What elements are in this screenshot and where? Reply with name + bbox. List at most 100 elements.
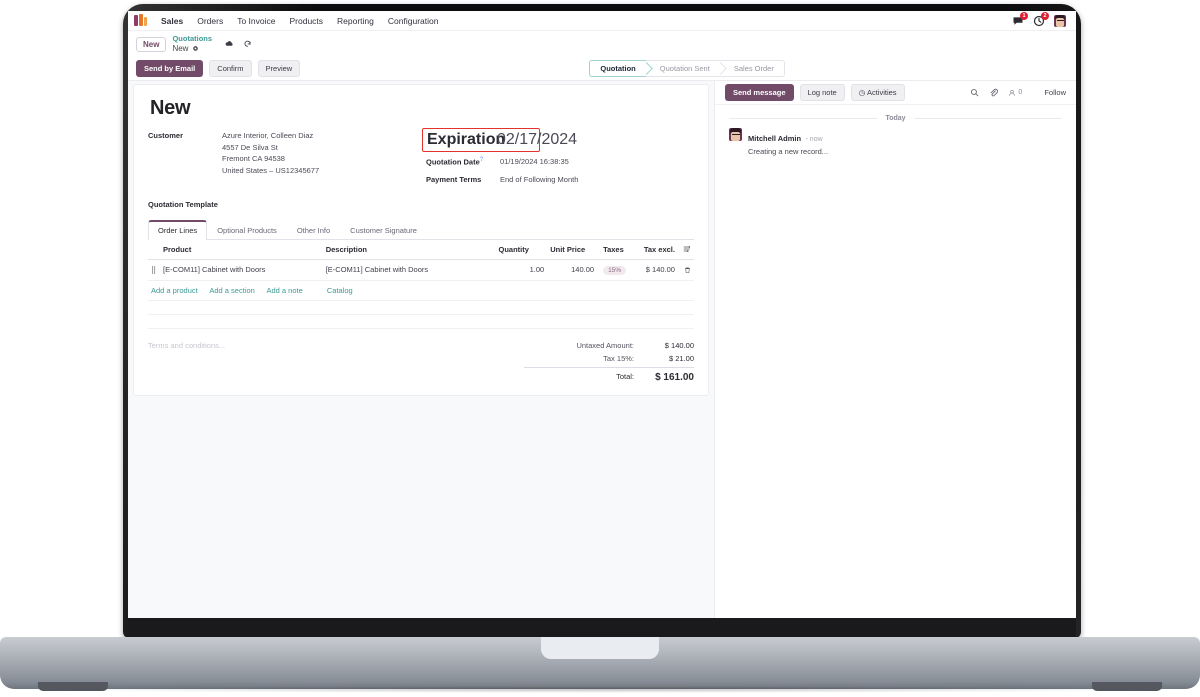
breadcrumb-actions xyxy=(225,39,252,49)
catalog-link[interactable]: Catalog xyxy=(326,285,353,295)
add-line-cell: Add a product Add a section Add a note C… xyxy=(148,280,694,301)
odoo-logo-icon[interactable] xyxy=(134,14,147,27)
discard-undo-icon[interactable] xyxy=(243,39,252,48)
save-cloud-icon[interactable] xyxy=(225,39,234,48)
new-record-button[interactable]: New xyxy=(136,36,167,52)
laptop-lid-chin xyxy=(128,618,1076,638)
laptop-foot-right xyxy=(1092,682,1162,691)
cell-unit-price[interactable]: 140.00 xyxy=(547,259,598,281)
nav-item-orders[interactable]: Orders xyxy=(197,15,224,26)
chatter-message: Mitchell Admin - now Creating a new reco… xyxy=(715,122,1076,162)
activities-button[interactable]: ◷ Activities xyxy=(850,84,905,101)
activities-icon[interactable]: 2 xyxy=(1033,11,1049,27)
status-quotation-label: Quotation xyxy=(600,64,636,73)
order-lines-header-row: Product Description Quantity Unit Price … xyxy=(148,239,694,260)
add-line-row: Add a product Add a section Add a note C… xyxy=(148,280,694,301)
add-a-product-link[interactable]: Add a product xyxy=(151,285,198,295)
quotation-date-row: Quotation Date? 01/19/2024 16:38:35 xyxy=(426,156,694,168)
tab-other-info[interactable]: Other Info xyxy=(296,225,331,235)
nav-item-to-invoice[interactable]: To Invoice xyxy=(237,15,276,26)
send-message-button[interactable]: Send message xyxy=(725,84,794,101)
followers-control[interactable]: 0 xyxy=(1008,89,1022,97)
cell-description[interactable]: [E-COM11] Cabinet with Doors xyxy=(322,259,496,281)
user-avatar[interactable] xyxy=(1054,14,1066,27)
totals-block: Untaxed Amount: $ 140.00 Tax 15%: $ 21.0… xyxy=(524,339,694,385)
tax-label: Tax 15%: xyxy=(603,353,634,363)
empty-row xyxy=(148,314,694,329)
expiration-label: Expiration xyxy=(427,131,506,148)
chatter-message-time: - now xyxy=(805,136,823,143)
quotation-template-label[interactable]: Quotation Template xyxy=(148,199,218,209)
nav-item-reporting[interactable]: Reporting xyxy=(337,15,374,26)
status-sales-order[interactable]: Sales Order xyxy=(719,60,785,77)
row-drag-handle-icon[interactable]: ⣿ xyxy=(148,259,160,281)
nav-item-products[interactable]: Products xyxy=(289,15,324,26)
payment-terms-label: Payment Terms xyxy=(426,175,482,185)
form-column: New Customer Azure Interior, Colleen Dia… xyxy=(128,81,714,618)
log-note-button[interactable]: Log note xyxy=(799,84,845,101)
chatter-panel: Send message Log note ◷ Activities xyxy=(714,81,1076,618)
cell-taxes[interactable]: 15% xyxy=(597,259,641,281)
status-quotation-sent-label: Quotation Sent xyxy=(659,64,710,73)
confirm-button[interactable]: Confirm xyxy=(209,60,252,77)
table-row[interactable]: ⣿ [E-COM11] Cabinet with Doors [E-COM11]… xyxy=(148,259,694,281)
customer-value[interactable]: Azure Interior, Colleen Diaz 4557 De Sil… xyxy=(222,130,319,177)
navbar-right-group: 1 2 xyxy=(1012,11,1068,27)
messages-badge: 1 xyxy=(1020,11,1028,20)
screen: Sales Orders To Invoice Products Reporti… xyxy=(128,11,1076,618)
expiration-value[interactable]: 02/17/2024 xyxy=(497,131,578,148)
avatar xyxy=(729,128,742,141)
header-unit-price: Unit Price xyxy=(547,239,598,260)
quotation-date-value[interactable]: 01/19/2024 16:38:35 xyxy=(500,157,569,166)
breadcrumb-parent-quotations[interactable]: Quotations xyxy=(172,34,213,44)
activities-button-label: Activities xyxy=(866,88,897,97)
status-quotation[interactable]: Quotation xyxy=(589,60,653,77)
empty-row xyxy=(148,300,694,315)
cell-product[interactable]: [E-COM11] Cabinet with Doors xyxy=(159,259,323,281)
quotation-date-label: Quotation Date? xyxy=(426,156,500,168)
status-quotation-sent[interactable]: Quotation Sent xyxy=(645,60,727,77)
terms-and-conditions-input[interactable]: Terms and conditions... xyxy=(148,340,226,350)
chatter-toolbar: Send message Log note ◷ Activities xyxy=(715,81,1076,105)
nav-item-sales[interactable]: Sales xyxy=(161,15,184,26)
delete-line-icon[interactable] xyxy=(677,259,694,281)
optional-columns-icon[interactable] xyxy=(677,239,694,260)
follow-button[interactable]: Follow xyxy=(1044,88,1066,97)
chatter-message-body: Creating a new record... xyxy=(748,147,829,156)
chatter-message-author: Mitchell Admin xyxy=(748,134,802,143)
header-description: Description xyxy=(322,239,496,260)
settings-gear-icon[interactable] xyxy=(192,45,199,52)
attachment-icon[interactable] xyxy=(989,88,999,97)
send-by-email-button[interactable]: Send by Email xyxy=(136,60,204,77)
info-tooltip-icon[interactable]: ? xyxy=(479,157,484,163)
customer-label: Customer xyxy=(148,131,184,140)
app-navbar: Sales Orders To Invoice Products Reporti… xyxy=(128,11,1076,31)
tab-order-lines[interactable]: Order Lines xyxy=(148,219,208,240)
tab-optional-products[interactable]: Optional Products xyxy=(217,225,277,235)
status-sales-order-label: Sales Order xyxy=(733,64,774,73)
header-quantity: Quantity xyxy=(495,239,548,260)
tab-customer-signature[interactable]: Customer Signature xyxy=(350,225,417,235)
add-a-section-link[interactable]: Add a section xyxy=(209,285,255,295)
cell-quantity[interactable]: 1.00 xyxy=(495,259,548,281)
breadcrumb-current: New xyxy=(172,44,212,53)
nav-item-configuration[interactable]: Configuration xyxy=(387,15,439,26)
header-taxes: Taxes xyxy=(597,239,641,260)
order-lines-table: Product Description Quantity Unit Price … xyxy=(148,239,694,329)
app-body: New Customer Azure Interior, Colleen Dia… xyxy=(128,81,1076,618)
add-a-note-link[interactable]: Add a note xyxy=(266,285,303,295)
payment-terms-value[interactable]: End of Following Month xyxy=(500,175,579,185)
chatter-message-content: Mitchell Admin - now Creating a new reco… xyxy=(748,128,828,156)
header-tax-excl: Tax excl. xyxy=(640,239,678,260)
chatter-icon-group: 0 Follow xyxy=(970,88,1066,97)
laptop-foot-left xyxy=(38,682,108,691)
clock-icon: ◷ xyxy=(858,88,866,97)
activities-badge: 2 xyxy=(1041,11,1049,20)
messages-icon[interactable]: 1 xyxy=(1012,11,1028,27)
preview-button[interactable]: Preview xyxy=(257,60,301,77)
search-icon[interactable] xyxy=(970,88,979,97)
untaxed-amount-value: $ 140.00 xyxy=(664,340,694,350)
notebook: Order Lines Optional Products Other Info… xyxy=(148,219,694,329)
form-sheet: New Customer Azure Interior, Colleen Dia… xyxy=(133,84,709,396)
